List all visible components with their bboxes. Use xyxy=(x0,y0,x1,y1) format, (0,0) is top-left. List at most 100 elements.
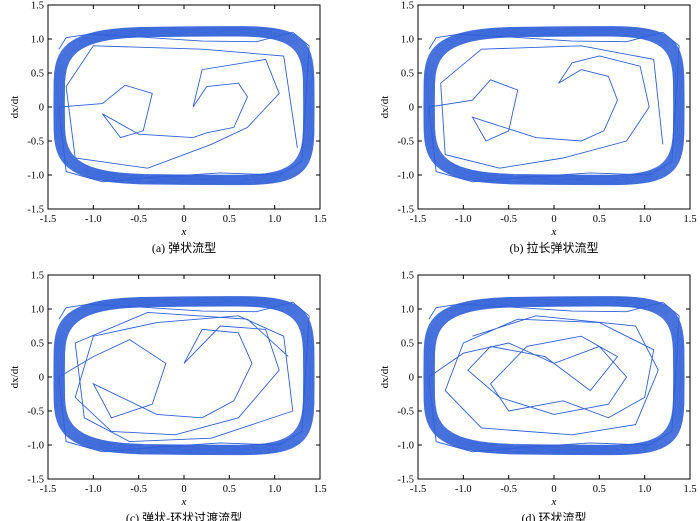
limit-cycle-band xyxy=(59,31,309,180)
limit-cycle-band xyxy=(55,27,313,184)
limit-cycle-band xyxy=(61,303,307,448)
y-tick-label: 0.5 xyxy=(401,339,414,350)
limit-cycle-band xyxy=(431,33,677,178)
limit-cycle-band xyxy=(59,31,309,181)
y-tick-label: 0.5 xyxy=(31,69,44,80)
x-tick-label: -1.0 xyxy=(455,484,472,495)
y-tick-label: -1.5 xyxy=(27,205,44,216)
limit-cycle-band xyxy=(54,296,314,455)
limit-cycle-band xyxy=(58,300,310,451)
limit-cycle-band xyxy=(427,29,681,182)
x-tick-label: -0.5 xyxy=(130,214,147,225)
limit-cycle-band xyxy=(428,30,680,181)
x-tick-label: 1.0 xyxy=(638,484,651,495)
x-tick-label: 1.0 xyxy=(268,214,281,225)
panel-caption: (a) 弹状流型 xyxy=(152,241,216,255)
limit-cycle-band xyxy=(57,29,311,182)
x-tick-label: -1.0 xyxy=(85,484,102,495)
y-tick-label: 0.5 xyxy=(31,339,44,350)
x-tick-label: 0.5 xyxy=(223,484,236,495)
limit-cycle-band xyxy=(427,299,681,452)
limit-cycle-band xyxy=(53,26,315,186)
limit-cycle-band xyxy=(425,27,683,184)
limit-cycle-band xyxy=(424,296,684,455)
panel-caption: (b) 拉长弹状流型 xyxy=(510,240,599,255)
y-axis-label: dx/dt xyxy=(379,96,391,119)
y-tick-label: 1.0 xyxy=(31,305,44,316)
limit-cycle-band xyxy=(61,33,307,178)
limit-cycle-band xyxy=(60,32,308,179)
limit-cycle-band xyxy=(429,301,679,450)
phase-trajectory xyxy=(428,31,680,183)
x-tick-label: -1.0 xyxy=(85,214,102,225)
y-tick-label: -0.5 xyxy=(397,137,414,148)
y-axis-label: dx/dt xyxy=(379,366,391,389)
limit-cycle-band xyxy=(423,296,685,456)
limit-cycle-band xyxy=(63,304,305,447)
limit-cycle-band xyxy=(62,34,306,178)
x-tick-label: 0 xyxy=(551,484,556,495)
y-tick-label: 0 xyxy=(39,103,44,114)
limit-cycle-band xyxy=(60,302,308,449)
limit-cycle-band xyxy=(54,26,314,185)
limit-cycle-band xyxy=(429,301,679,451)
limit-cycle-band xyxy=(429,31,679,181)
limit-cycle-band xyxy=(430,302,678,449)
panel-caption: (d) 环状流型 xyxy=(522,511,587,521)
x-tick-label: 1.5 xyxy=(313,214,326,225)
limit-cycle-band xyxy=(431,303,677,448)
limit-cycle-band xyxy=(428,300,680,451)
x-tick-label: -1.5 xyxy=(410,214,427,225)
x-tick-label: 0.5 xyxy=(593,214,606,225)
y-axis-label: dx/dt xyxy=(9,366,21,389)
x-tick-label: 1.5 xyxy=(683,484,696,495)
limit-cycle-band xyxy=(57,299,311,452)
y-tick-label: -1.5 xyxy=(397,205,414,216)
y-tick-label: -1.0 xyxy=(397,441,414,452)
limit-cycle-band xyxy=(426,29,682,183)
limit-cycle-band xyxy=(58,30,310,181)
limit-cycle-band xyxy=(426,299,682,453)
x-tick-label: -0.5 xyxy=(500,484,517,495)
plot-area xyxy=(53,296,315,456)
limit-cycle-band xyxy=(63,305,305,446)
limit-cycle-band xyxy=(432,34,676,178)
limit-cycle-band xyxy=(430,32,678,179)
panel-caption: (c) 弹状-环状过渡流型 xyxy=(126,510,242,521)
y-tick-label: 0 xyxy=(409,103,414,114)
limit-cycle-band xyxy=(425,298,683,453)
limit-cycle-band xyxy=(56,29,312,183)
x-tick-label: 0 xyxy=(551,214,556,225)
chart-panel-0: -1.5 -1.0 -0.5 0 0.5 1.0 1.5 1.5 1.0 0.5 0 -0.5 -1.0… xyxy=(9,1,327,256)
y-tick-label: 0 xyxy=(39,373,44,384)
limit-cycle-band xyxy=(56,299,312,453)
y-tick-label: -1.0 xyxy=(27,171,44,182)
y-tick-label: -0.5 xyxy=(27,407,44,418)
y-tick-label: 0.5 xyxy=(401,69,414,80)
plot-area xyxy=(423,296,685,456)
x-tick-label: 0.5 xyxy=(223,214,236,225)
limit-cycle-band xyxy=(423,26,685,186)
x-tick-label: -1.5 xyxy=(40,214,57,225)
y-axis-label: dx/dt xyxy=(9,96,21,119)
x-tick-label: 0 xyxy=(181,484,186,495)
limit-cycle-band xyxy=(432,304,676,448)
limit-cycle-band xyxy=(433,304,675,447)
phase-trajectory xyxy=(58,301,310,453)
y-tick-label: 1.5 xyxy=(31,271,44,282)
x-tick-label: 1.5 xyxy=(313,484,326,495)
chart-panel-2: -1.5 -1.0 -0.5 0 0.5 1.0 1.5 1.5 1.0 0.5 0 -0.5 -1.0… xyxy=(9,271,327,521)
limit-cycle-band xyxy=(425,297,683,454)
limit-cycle-band xyxy=(429,31,679,180)
limit-cycle-band xyxy=(424,26,684,185)
y-tick-label: 1.0 xyxy=(401,35,414,46)
y-tick-label: -0.5 xyxy=(27,137,44,148)
y-tick-label: 1.0 xyxy=(401,305,414,316)
limit-cycle-band xyxy=(433,35,675,176)
limit-cycle-band xyxy=(59,301,309,451)
x-axis-label: x xyxy=(551,496,557,508)
y-tick-label: 0 xyxy=(409,373,414,384)
x-tick-label: 1.0 xyxy=(638,214,651,225)
x-tick-label: 0.5 xyxy=(593,484,606,495)
y-tick-label: -1.5 xyxy=(397,475,414,486)
